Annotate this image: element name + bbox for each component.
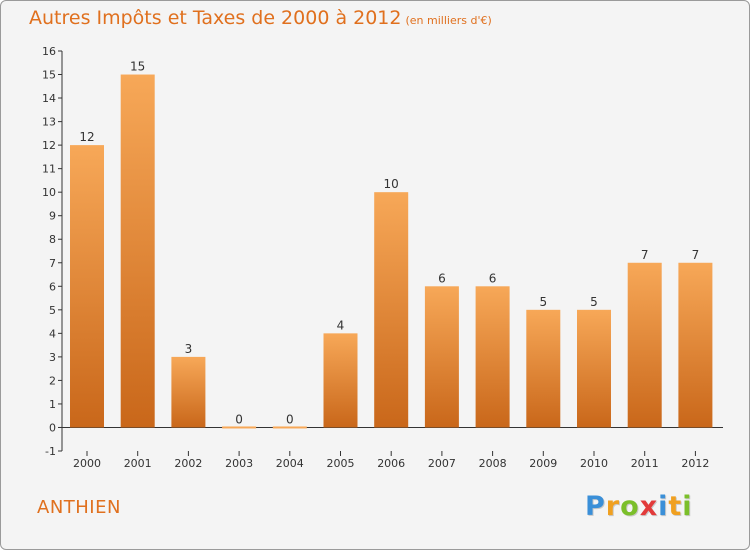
- x-tick-label: 2006: [377, 457, 405, 470]
- x-tick-label: 2005: [327, 457, 355, 470]
- chart-unit: (en milliers d'€): [405, 14, 492, 27]
- logo-letter: x: [639, 491, 659, 522]
- data-label: 6: [489, 271, 497, 285]
- y-tick-label: -1: [45, 445, 56, 458]
- data-label: 4: [337, 318, 345, 332]
- bar: [120, 74, 155, 428]
- y-tick-label: 7: [49, 257, 56, 270]
- proxiti-logo[interactable]: Proxiti: [585, 491, 693, 522]
- logo-letter: i: [682, 491, 693, 522]
- y-tick-label: 4: [49, 327, 56, 340]
- chart-title: Autres Impôts et Taxes de 2000 à 2012 (en…: [29, 7, 492, 29]
- bar: [678, 262, 713, 428]
- bar: [222, 426, 257, 429]
- bar: [70, 145, 104, 428]
- logo-letter: t: [668, 491, 683, 522]
- x-tick-label: 2007: [428, 457, 456, 470]
- y-tick-label: 0: [49, 421, 56, 434]
- data-label: 5: [590, 295, 598, 309]
- x-tick-label: 2002: [174, 457, 202, 470]
- y-tick-label: 11: [42, 163, 56, 176]
- data-label: 5: [539, 295, 547, 309]
- x-tick-label: 2012: [681, 457, 709, 470]
- data-label: 7: [692, 248, 700, 262]
- bar: [171, 356, 206, 428]
- data-label: 6: [438, 271, 446, 285]
- x-tick-label: 2003: [225, 457, 253, 470]
- bar: [374, 192, 409, 428]
- y-tick-label: 9: [49, 210, 56, 223]
- y-tick-label: 8: [49, 233, 56, 246]
- bar: [627, 262, 662, 428]
- y-tick-label: 16: [42, 45, 56, 58]
- logo-letter: r: [605, 491, 621, 522]
- x-tick-label: 2001: [124, 457, 152, 470]
- bar: [272, 426, 307, 429]
- x-tick-label: 2008: [479, 457, 507, 470]
- bar: [475, 286, 510, 428]
- data-label: 0: [235, 412, 243, 426]
- y-tick-label: 14: [42, 92, 56, 105]
- bar: [323, 333, 358, 428]
- data-label: 3: [185, 342, 193, 356]
- y-tick-label: 6: [49, 280, 56, 293]
- data-label: 10: [384, 177, 399, 191]
- x-tick-label: 2004: [276, 457, 304, 470]
- y-tick-label: 3: [49, 351, 56, 364]
- y-tick-label: 5: [49, 304, 56, 317]
- y-tick-label: 2: [49, 374, 56, 387]
- bar: [526, 309, 561, 428]
- y-tick-label: 1: [49, 398, 56, 411]
- x-tick-label: 2009: [529, 457, 557, 470]
- bar: [424, 286, 459, 428]
- logo-letter: o: [620, 491, 640, 522]
- place-name: ANTHIEN: [37, 497, 121, 518]
- data-label: 15: [130, 60, 145, 74]
- logo-letter: P: [585, 491, 606, 522]
- y-tick-label: 12: [42, 139, 56, 152]
- x-tick-label: 2011: [631, 457, 659, 470]
- x-tick-label: 2010: [580, 457, 608, 470]
- chart-title-text: Autres Impôts et Taxes de 2000 à 2012: [29, 7, 402, 29]
- data-label: 12: [79, 130, 94, 144]
- data-label: 7: [641, 248, 649, 262]
- bar: [577, 309, 611, 428]
- y-tick-label: 15: [42, 69, 56, 82]
- logo-letter: i: [658, 491, 669, 522]
- data-label: 0: [286, 412, 294, 426]
- x-tick-label: 2000: [73, 457, 101, 470]
- y-tick-label: 13: [42, 116, 56, 129]
- y-tick-label: 10: [42, 186, 56, 199]
